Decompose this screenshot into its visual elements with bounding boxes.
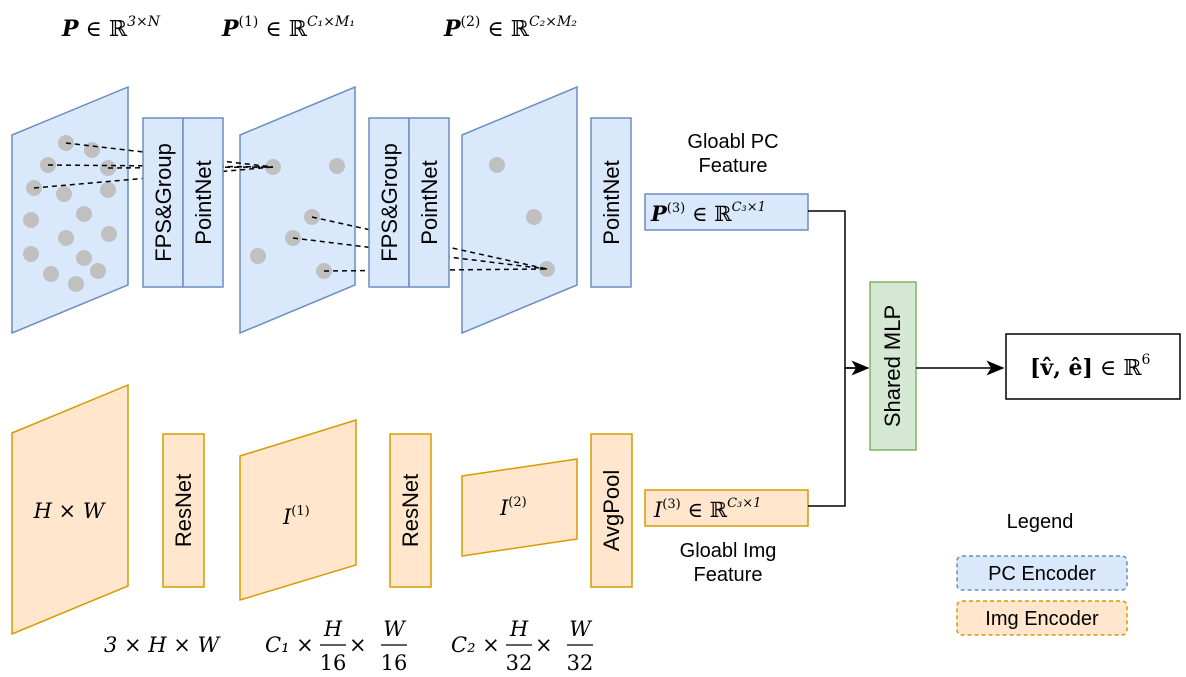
svg-text:W: W [569,617,593,641]
img-connector [808,368,846,507]
svg-text:I(3) ∈ ℝC₃×1: I(3) ∈ ℝC₃×1 [653,496,761,522]
svg-text:C₁ ×: C₁ × [265,633,314,657]
svg-text:AvgPool: AvgPool [599,470,624,552]
svg-text:ResNet: ResNet [398,474,423,547]
svg-text:Img Encoder: Img Encoder [985,608,1099,630]
global-img-feature-box: I(3) ∈ ℝC₃×1 [644,489,809,527]
legend-pc-encoder: PC Encoder [956,555,1128,591]
global-img-caption-line1: Gloabl Img [680,540,777,562]
svg-text:ResNet: ResNet [171,474,196,547]
global-pc-feature-box: P(3) ∈ ℝC₃×1 [644,193,809,231]
svg-text:32: 32 [506,651,533,675]
shared-mlp-block: Shared MLP [869,281,917,451]
svg-text:FPS&Group: FPS&Group [151,143,176,262]
i2-label: I(2) [499,495,527,520]
resnet-block-1: ResNet [162,433,205,588]
avgpool-block: AvgPool [590,433,633,588]
svg-text:PointNet: PointNet [599,160,624,244]
svg-text:Shared MLP: Shared MLP [880,305,905,427]
dim-label-2: C₁ × H 16 × W 16 [265,617,407,675]
dim-label-1: 3 × H × W [104,633,222,657]
pointnet-block-1: PointNet [182,117,224,288]
output-box: [v̂, ê] ∈ ℝ6 [1005,333,1181,400]
svg-text:16: 16 [381,651,408,675]
svg-text:H: H [323,617,343,641]
svg-text:P(3) ∈ ℝC₃×1: P(3) ∈ ℝC₃×1 [650,200,766,226]
point-cloud-plane-3 [461,85,578,335]
svg-text:FPS&Group: FPS&Group [377,143,402,262]
svg-text:×: × [535,633,553,657]
svg-text:C₂ ×: C₂ × [451,633,500,657]
svg-text:PC Encoder: PC Encoder [988,563,1096,585]
label-p2: P(2) ∈ ℝC₂×M₂ [443,14,577,42]
global-img-caption-line2: Feature [694,564,763,586]
i1-label: I(1) [282,504,310,529]
dim-label-3: C₂ × H 32 × W 32 [451,617,593,675]
fps-group-block-2: FPS&Group [368,117,410,288]
resnet-block-2: ResNet [389,433,432,588]
legend-img-encoder: Img Encoder [956,600,1128,636]
svg-text:PointNet: PointNet [191,160,216,244]
pointnet-block-3: PointNet [590,117,632,288]
legend-title: Legend [1007,511,1074,533]
image-plane-input [11,383,129,636]
fps-group-block-1: FPS&Group [142,117,184,288]
image-plane-i2 [461,458,578,557]
svg-text:PointNet: PointNet [417,160,442,244]
svg-text:×: × [349,633,367,657]
pc-connector [808,210,867,369]
global-pc-caption-line1: Gloabl PC [687,131,778,153]
svg-text:H: H [509,617,529,641]
label-p: P ∈ ℝ3×N [61,14,161,42]
image-plane-i1 [239,418,357,602]
pointnet-block-2: PointNet [408,117,450,288]
global-pc-caption-line2: Feature [699,155,768,177]
svg-text:[v̂, ê] ∈ ℝ6: [v̂, ê] ∈ ℝ6 [1030,352,1150,381]
label-p1: P(1) ∈ ℝC₁×M₁ [221,14,355,42]
svg-text:W: W [383,617,407,641]
svg-text:16: 16 [320,651,347,675]
point-cloud-plane-2 [239,85,356,335]
svg-text:32: 32 [567,651,594,675]
image-input-label: H × W [33,499,107,523]
point-cloud-plane-1 [11,85,129,335]
